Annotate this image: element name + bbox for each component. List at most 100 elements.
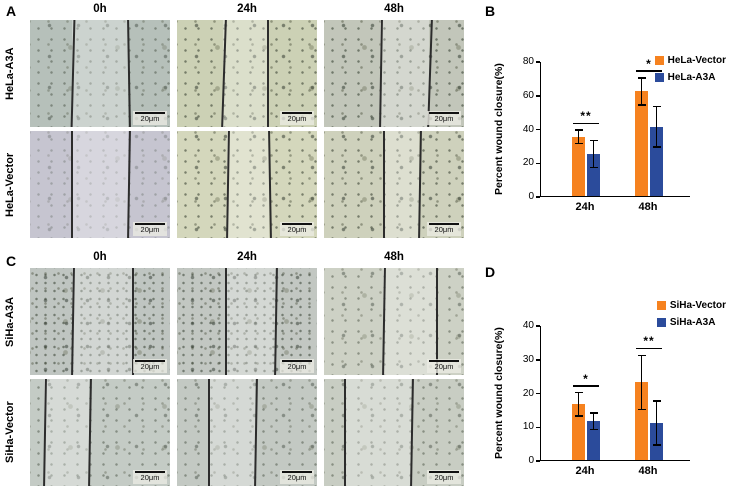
error-bar-cap: [652, 444, 661, 446]
row-label-siha-vector: SiHa-Vector: [4, 401, 16, 464]
wound-gap: [382, 268, 436, 375]
wound-gap: [224, 268, 275, 375]
column-header-0h-c: 0h: [93, 251, 107, 263]
error-bar-cap: [652, 105, 661, 108]
scale-bar-label: 20μm: [140, 362, 160, 372]
error-bar-cap: [652, 146, 661, 148]
wound-edge-line: [70, 131, 73, 238]
scale-bar-line: [282, 360, 312, 363]
bar-hela-a3a-48h: [650, 126, 663, 196]
plot-area: ***: [540, 57, 690, 197]
wound-gap: [227, 131, 270, 238]
y-tick-mark: [536, 95, 540, 97]
column-header-24h-a: 24h: [237, 3, 257, 15]
x-tick-label: 48h: [638, 465, 658, 477]
error-bar-cap: [589, 166, 598, 169]
micrograph-siha-a3a-48h: 20μm: [324, 268, 464, 375]
micrograph-siha-a3a-24h: 20μm: [177, 268, 317, 375]
y-tick-label: 0: [528, 455, 534, 466]
wound-edge-line: [266, 20, 269, 127]
y-tick-label: 40: [522, 320, 534, 331]
error-bar-cap: [589, 428, 598, 431]
x-tick-label: 24h: [575, 465, 595, 477]
micrograph-hela-a3a-48h: 20μm: [324, 20, 464, 127]
y-tick-label: 10: [522, 421, 534, 433]
error-bar: [577, 130, 580, 144]
bar-siha-vector-24h: [572, 404, 585, 460]
scale-bar: 20μm: [280, 222, 314, 236]
y-tick-mark: [536, 426, 540, 428]
y-tick-mark: [536, 196, 540, 198]
scale-bar-line: [135, 223, 165, 226]
error-bar-cap: [637, 354, 646, 357]
error-bar: [592, 140, 595, 168]
y-tick-label: 20: [522, 157, 534, 169]
scale-bar-line: [429, 471, 459, 474]
error-bar-cap: [652, 400, 661, 402]
significance-line: [573, 122, 599, 125]
micrograph-hela-vector-24h: 20μm: [177, 131, 317, 238]
panel-d-label: D: [485, 264, 496, 280]
scale-bar-label: 20μm: [434, 362, 454, 372]
panel-a: A 0h 24h 48h HeLa-A3A HeLa-Vector 20μm 20…: [0, 0, 480, 248]
panel-c-label: C: [6, 253, 17, 269]
wound-closure-chart-hela: Percent wound closure(%) ** * HeLa-Vector…: [493, 28, 726, 242]
bar-siha-vector-48h: [635, 382, 648, 460]
row-label-hela-a3a: HeLa-A3A: [4, 47, 16, 100]
wound-gap: [223, 20, 267, 127]
scale-bar-label: 20μm: [434, 473, 454, 483]
panel-c: C 0h 24h 48h SiHa-A3A SiHa-Vector 20μm 20…: [0, 248, 480, 496]
scale-bar: 20μm: [133, 111, 167, 125]
y-tick-mark: [536, 61, 540, 63]
legend-item-siha-vector: SiHa-Vector: [656, 300, 726, 311]
micrograph-siha-vector-24h: 20μm: [177, 379, 317, 486]
scale-bar-label: 20μm: [287, 473, 307, 483]
micrograph-hela-a3a-24h: 20μm: [177, 20, 317, 127]
significance-asterisk: *: [646, 56, 652, 71]
bar-siha-a3a-24h: [587, 421, 600, 460]
column-header-48h-a: 48h: [384, 3, 404, 15]
y-tick-mark: [536, 128, 540, 131]
panel-a-label: A: [6, 3, 17, 19]
wound-gap: [44, 379, 89, 486]
error-bar: [640, 77, 643, 105]
scale-bar: 20μm: [280, 111, 314, 125]
scale-bar: 20μm: [133, 222, 167, 236]
wound-edge-line: [224, 268, 227, 375]
y-tick-label: 60: [522, 89, 534, 101]
legend-label: HeLa-Vector: [667, 55, 726, 66]
bar-hela-a3a-24h: [587, 153, 600, 196]
legend: SiHa-Vector SiHa-A3A: [656, 300, 726, 328]
legend-label: HeLa-A3A: [667, 72, 716, 83]
error-bar: [655, 106, 658, 148]
legend-item-hela-a3a: HeLa-A3A: [654, 72, 726, 83]
error-bar-cap: [574, 129, 583, 131]
y-tick-label: 0: [528, 191, 534, 202]
wound-gap: [343, 379, 411, 486]
error-bar: [655, 400, 658, 445]
micrograph-siha-a3a-0h: 20μm: [30, 268, 170, 375]
scale-bar-line: [429, 112, 459, 115]
micrograph-hela-vector-0h: 20μm: [30, 131, 170, 238]
error-bar-cap: [637, 104, 646, 106]
wound-edge-line: [436, 268, 438, 375]
micrograph-hela-a3a-0h: 20μm: [30, 20, 170, 127]
wound-edge-line: [207, 379, 210, 486]
scale-bar-label: 20μm: [140, 473, 160, 483]
legend-item-siha-a3a: SiHa-A3A: [656, 317, 726, 328]
wound-edge-line: [382, 131, 385, 238]
y-tick-mark: [536, 162, 540, 164]
legend-swatch: [656, 318, 666, 327]
y-tick-label: 20: [522, 387, 534, 399]
wound-gap: [70, 131, 128, 238]
y-axis-label: Percent wound closure(%): [493, 63, 505, 196]
scale-bar: 20μm: [133, 359, 167, 373]
error-bar-cap: [637, 408, 646, 411]
scale-bar: 20μm: [427, 359, 461, 373]
significance-line: [636, 347, 662, 350]
wound-edge-line: [268, 131, 273, 238]
significance-asterisk: **: [580, 109, 592, 124]
panel-b-label: B: [485, 3, 496, 19]
scale-bar: 20μm: [280, 359, 314, 373]
